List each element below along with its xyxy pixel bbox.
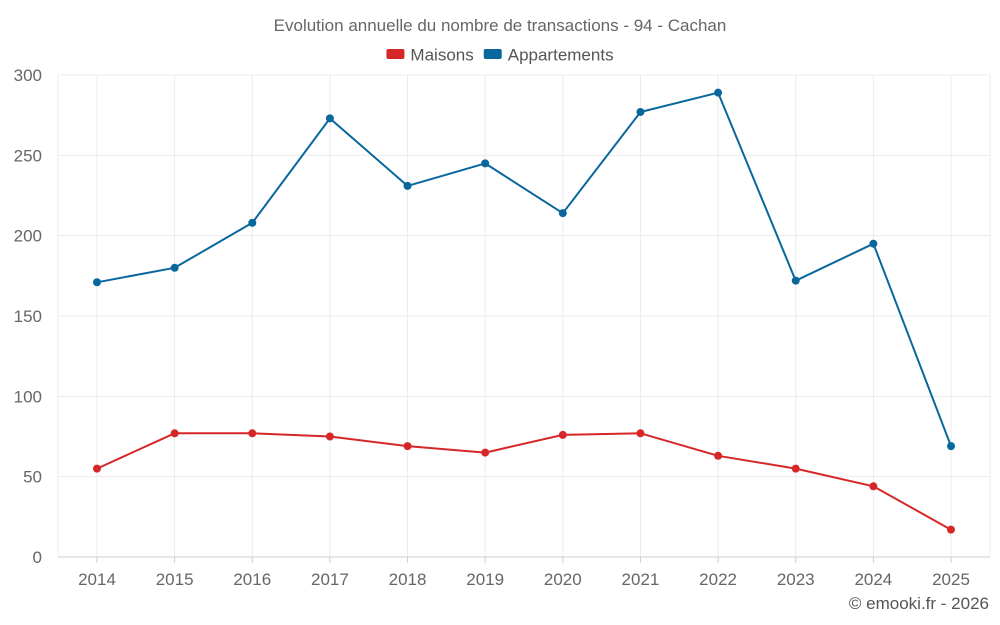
data-point: Maisons 2021: 77	[636, 429, 645, 438]
grid	[58, 74, 990, 557]
credit-text: © emooki.fr - 2026	[849, 594, 989, 613]
x-tick-label: 2020	[544, 570, 582, 589]
x-tick-label: 2018	[389, 570, 427, 589]
data-point: Maisons 2019: 65	[481, 448, 490, 457]
y-tick-label: 50	[23, 468, 42, 487]
series-maisons: Maisons 2014: 55 Maisons 2015: 77 Maisons …	[93, 429, 955, 534]
data-point: Maisons 2015: 77	[170, 429, 179, 438]
y-tick-label: 0	[33, 548, 42, 567]
data-point: Maisons 2024: 44	[869, 482, 878, 491]
legend-swatch	[483, 49, 502, 59]
y-tick-label: 250	[14, 146, 42, 165]
data-point: Appartements 2014: 171	[93, 278, 101, 287]
legend-item-appartements: Appartements	[483, 46, 614, 65]
series-line-appartements	[96, 91, 952, 447]
data-point: Appartements 2024: 195	[869, 239, 878, 248]
data-point: Appartements 2017: 273	[325, 114, 334, 123]
x-tick-label: 2016	[233, 570, 271, 589]
data-point: Appartements 2020: 214	[558, 209, 567, 218]
data-point: Appartements 2023: 172	[791, 276, 800, 285]
x-tick-label: 2024	[854, 570, 892, 589]
x-tick-label: 2022	[699, 570, 737, 589]
data-point: Maisons 2018: 69	[403, 442, 412, 451]
y-tick-label: 100	[14, 387, 42, 406]
data-point: Maisons 2014: 55	[93, 464, 101, 473]
y-tick-label: 200	[14, 227, 42, 246]
legend-item-maisons: Maisons	[386, 46, 474, 65]
chart-title: Evolution annuelle du nombre de transact…	[274, 16, 727, 35]
x-tick-label: 2015	[156, 570, 194, 589]
data-point: Appartements 2016: 208	[248, 218, 257, 227]
axes: 0 50 100 150 200 250 300 2014 2015 2016 2017 2018 20…	[14, 66, 991, 589]
x-tick-label: 2021	[622, 570, 660, 589]
data-point: Maisons 2016: 77	[248, 429, 257, 438]
y-tick-label: 150	[14, 307, 42, 326]
data-point: Maisons 2017: 75	[325, 432, 334, 441]
legend: Maisons Appartements	[386, 46, 614, 65]
x-tick-label: 2023	[777, 570, 815, 589]
x-tick-label: 2019	[466, 570, 504, 589]
data-point: Appartements 2021: 277	[636, 107, 645, 116]
x-tick-label: 2017	[311, 570, 349, 589]
x-tick-label: 2025	[932, 570, 970, 589]
series-appartements: Appartements 2014: 171 Appartements 2015:…	[93, 88, 955, 451]
data-point: Appartements 2025: 69	[947, 442, 955, 451]
data-point: Appartements 2015: 180	[170, 263, 179, 272]
data-point: Appartements 2019: 245	[481, 159, 490, 168]
data-point: Maisons 2025: 17	[947, 525, 955, 534]
data-point: Appartements 2018: 231	[403, 181, 412, 190]
x-tick-label: 2014	[78, 570, 116, 589]
series: Maisons 2014: 55 Maisons 2015: 77 Maisons …	[93, 88, 955, 534]
series-line-maisons	[96, 432, 952, 531]
data-point: Appartements 2022: 289	[714, 88, 723, 97]
data-point: Maisons 2022: 63	[714, 451, 723, 460]
data-point: Maisons 2023: 55	[791, 464, 800, 473]
legend-label: Appartements	[508, 46, 614, 65]
legend-swatch	[386, 49, 405, 59]
legend-label: Maisons	[410, 46, 473, 65]
y-tick-label: 300	[14, 66, 42, 85]
data-point: Maisons 2020: 76	[558, 430, 567, 439]
